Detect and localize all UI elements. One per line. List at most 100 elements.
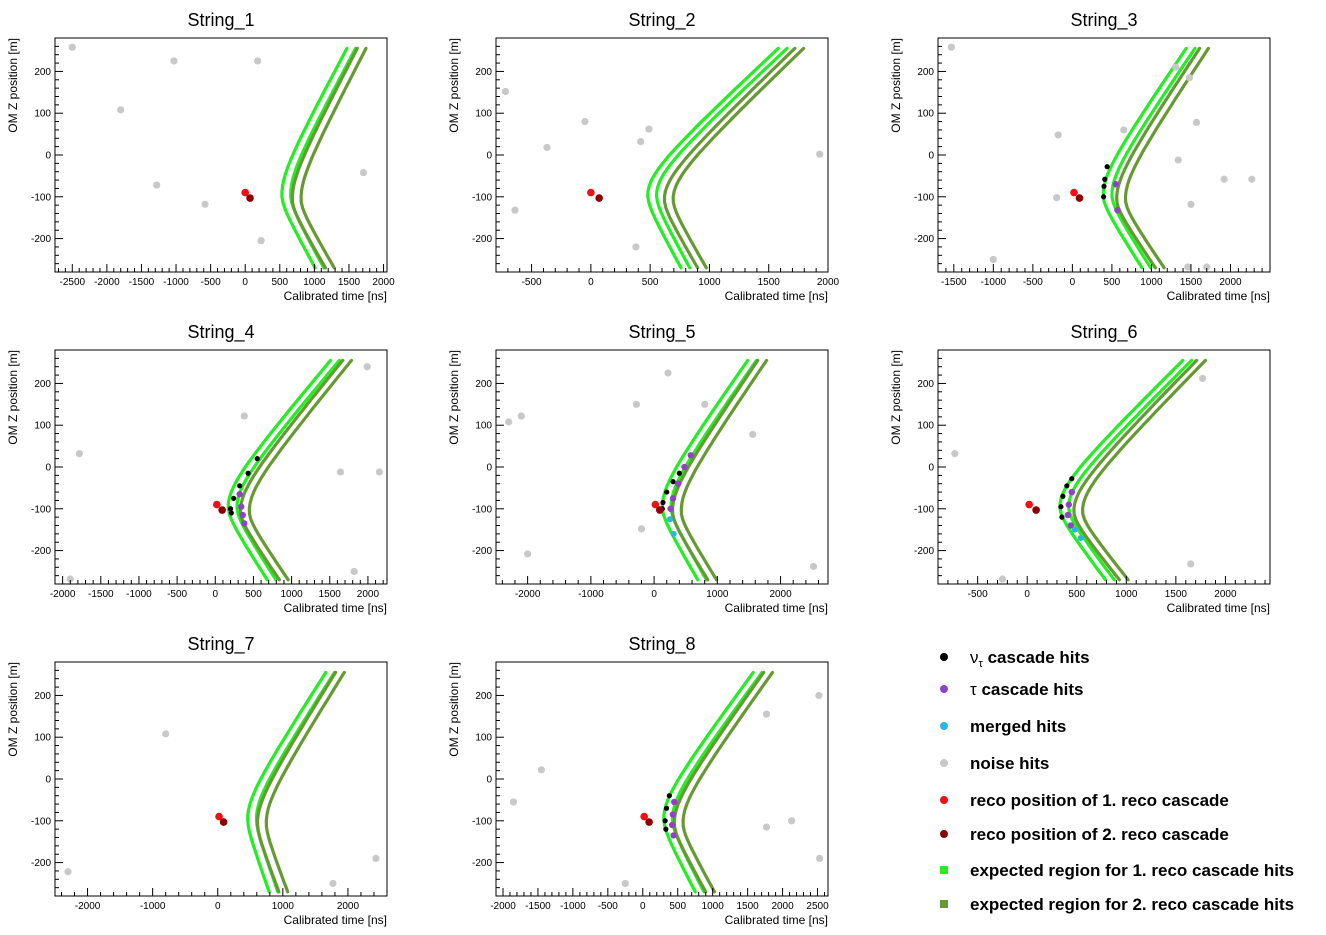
y-tick-label: 200	[34, 67, 51, 78]
merged-hit	[670, 530, 677, 537]
noise-hit	[581, 117, 589, 126]
x-tick-label: 2000	[1214, 589, 1237, 600]
y-tick-label: 200	[34, 691, 51, 702]
x-tick-label: -2500	[60, 277, 86, 288]
x-tick-label: 500	[1068, 589, 1085, 600]
x-tick-label: -1000	[140, 901, 166, 912]
noise-hit	[511, 206, 519, 214]
x-tick-label: 1000	[272, 901, 295, 912]
noise-hit	[375, 468, 383, 476]
tau-cascade-hit	[669, 495, 677, 502]
y-tick-label: -200	[31, 546, 51, 557]
y-tick-label: -200	[472, 234, 492, 245]
y-axis-title: OM Z position [m]	[447, 350, 461, 445]
panel-string-4: String_4-2000 -1500 -1000 -500 0 500 1000 1500 2…	[6, 322, 388, 615]
noise-hit	[645, 125, 653, 133]
tau-cascade-hit	[239, 511, 246, 519]
y-tick-label: -100	[914, 504, 934, 515]
data-area	[509, 670, 824, 894]
y-tick-label: 100	[917, 421, 934, 432]
y-tick-label: 0	[486, 775, 492, 786]
legend-item-band1: expected region for 1. reco cascade hits	[940, 861, 1294, 880]
noise-hit	[1199, 374, 1207, 383]
reco-position-1	[640, 812, 648, 821]
nu-cascade-hit	[666, 793, 672, 799]
x-tick-label: -1000	[126, 589, 152, 600]
y-tick-label: -100	[472, 504, 492, 515]
x-tick-label: 0	[215, 901, 221, 912]
noise-hit	[989, 255, 997, 264]
noise-hit	[329, 879, 337, 888]
nu-cascade-hit	[1104, 164, 1110, 170]
y-tick-label: -100	[31, 192, 51, 203]
y-tick-label: 200	[917, 379, 934, 390]
band-2-inner	[662, 46, 797, 270]
panel-string-7: String_7-2000 -1000 0 1000 2000-200-10001002…	[6, 634, 388, 927]
x-tick-label: 2000	[771, 901, 794, 912]
tau-cascade-hit	[238, 503, 245, 510]
y-tick-label: 200	[475, 67, 492, 78]
band-1-inner	[1101, 46, 1188, 270]
noise-hit	[505, 418, 513, 426]
tau-cascade-hit	[681, 463, 688, 471]
plot-frame	[54, 349, 388, 585]
legend-item-noise-hits: noise hits	[940, 754, 1049, 773]
legend-marker	[940, 685, 948, 693]
noise-hit	[66, 575, 74, 583]
y-tick-label: 100	[475, 109, 492, 120]
x-tick-label: -500	[968, 589, 988, 600]
noise-hit	[951, 450, 959, 458]
tau-cascade-hit	[1065, 501, 1073, 508]
panel-title: String_1	[187, 10, 254, 31]
reco-position-2	[645, 818, 653, 826]
reco-position-2	[219, 818, 228, 826]
noise-hit	[75, 450, 84, 458]
band-1-outer	[654, 46, 789, 270]
panel-title: String_2	[628, 10, 695, 31]
noise-hit	[68, 43, 76, 51]
reco-position-2	[1032, 506, 1040, 514]
noise-hit	[117, 106, 125, 114]
y-tick-label: 0	[486, 151, 492, 162]
panel-title: String_4	[187, 322, 254, 343]
band-1-outer	[289, 46, 358, 270]
noise-hit	[359, 168, 368, 177]
y-tick-label: 100	[34, 109, 51, 120]
y-tick-label: -200	[914, 546, 934, 557]
nu-cascade-hit	[1102, 176, 1108, 182]
x-tick-label: -1500	[88, 589, 114, 600]
panel-string-2: String_2 -500 0 500 1000 1500 2000 -200 -100 0 100…	[447, 10, 840, 303]
y-tick-label: 200	[917, 67, 934, 78]
noise-hit	[64, 868, 72, 876]
legend-marker	[940, 866, 948, 874]
x-tick-label: 2000	[769, 589, 792, 600]
noise-hit	[1192, 118, 1201, 127]
x-tick-label: -500	[201, 277, 221, 288]
band-1-inner	[662, 670, 755, 894]
x-tick-label: -1500	[941, 277, 967, 288]
reco-position-1	[213, 500, 221, 509]
x-tick-label: 1500	[736, 901, 759, 912]
noise-hit	[816, 854, 824, 862]
noise-hit	[637, 138, 645, 146]
y-tick-label: 200	[34, 379, 51, 390]
x-axis-title: Calibrated time [ns]	[284, 913, 387, 927]
plot-frame	[937, 37, 1271, 273]
merged-hit	[1071, 526, 1078, 533]
noise-hit	[701, 400, 709, 408]
x-tick-label: 1500	[338, 277, 361, 288]
x-tick-label: 1000	[698, 277, 721, 288]
y-tick-label: 0	[486, 463, 492, 474]
panel-title: String_6	[1070, 322, 1137, 343]
noise-hit	[363, 363, 371, 371]
legend-label: reco position of 2. reco cascade	[970, 825, 1229, 844]
tau-cascade-hit	[674, 480, 682, 487]
noise-hit	[632, 400, 640, 408]
x-tick-label: 500	[642, 277, 659, 288]
noise-hit	[632, 243, 640, 251]
x-tick-label: 2000	[1219, 277, 1242, 288]
legend-label: expected region for 2. reco cascade hits	[970, 895, 1294, 914]
plot-frame	[54, 661, 388, 897]
panel-string-5: String_5-2000 -1000 0 1000 2000-200-10001002…	[447, 322, 829, 615]
noise-hit	[621, 879, 629, 888]
